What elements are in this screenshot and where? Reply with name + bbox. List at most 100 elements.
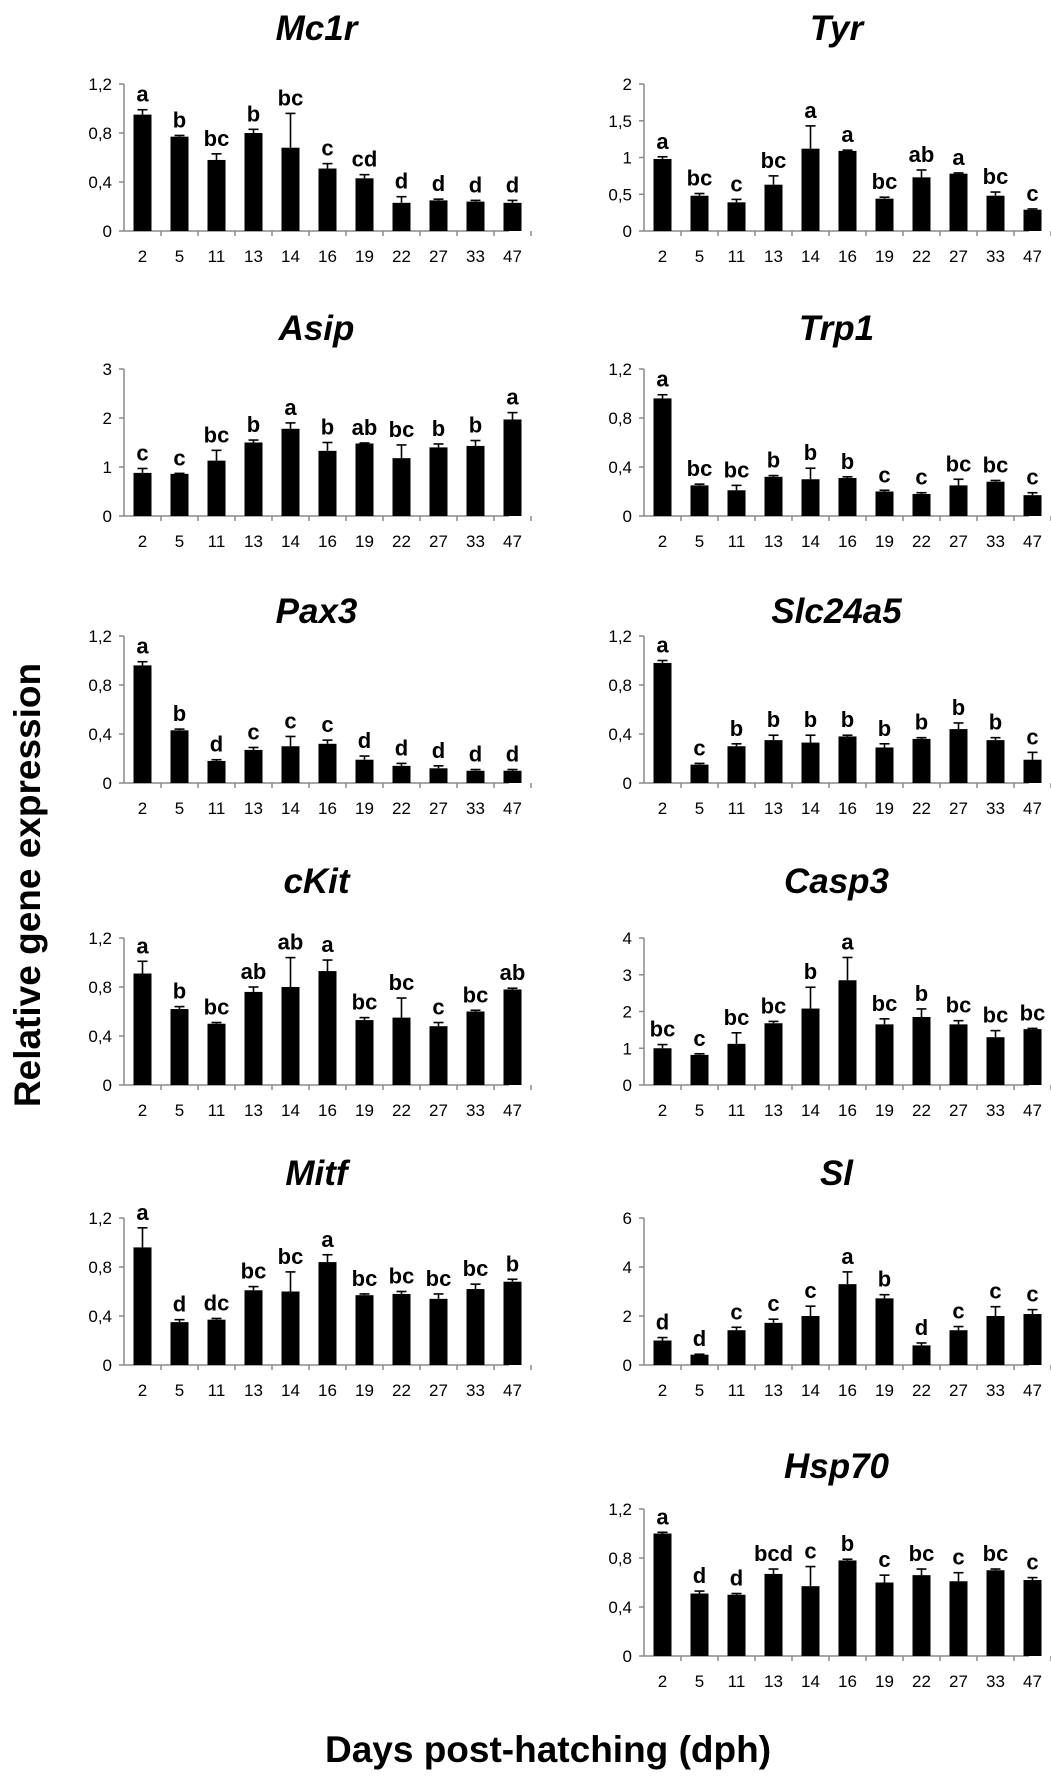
- significance-label: ab: [278, 930, 304, 955]
- x-tick-label: 11: [208, 1101, 226, 1120]
- significance-label: c: [1026, 1282, 1038, 1307]
- bar-slc24a5-13: [764, 740, 783, 783]
- x-tick-label: 47: [503, 1381, 522, 1400]
- significance-label: d: [506, 172, 519, 197]
- significance-label: a: [841, 122, 854, 147]
- x-tick-label: 13: [244, 247, 263, 266]
- x-tick-label: 5: [175, 247, 184, 266]
- y-tick-label: 0,4: [88, 1027, 112, 1046]
- x-tick-label: 47: [1023, 1101, 1042, 1120]
- significance-label: bc: [724, 457, 750, 482]
- bar-hsp70-22: [912, 1575, 931, 1656]
- significance-label: bc: [389, 1264, 415, 1289]
- significance-label: d: [693, 1563, 706, 1588]
- panel-title-casp3: Casp3: [784, 862, 890, 901]
- x-tick-label: 11: [728, 1672, 746, 1691]
- bar-sl-22: [912, 1345, 931, 1365]
- bar-mitf-2: [133, 1247, 152, 1365]
- x-tick-label: 22: [912, 1101, 931, 1120]
- x-tick-label: 14: [281, 532, 300, 551]
- bar-slc24a5-14: [801, 742, 820, 783]
- y-tick-label: 0: [623, 222, 632, 241]
- y-tick-label: 1,2: [608, 1500, 632, 1519]
- bar-trp1-5: [690, 485, 709, 516]
- x-tick-label: 14: [801, 532, 820, 551]
- x-tick-label: 11: [728, 247, 746, 266]
- significance-label: b: [878, 1267, 891, 1292]
- bar-trp1-19: [875, 491, 894, 516]
- x-tick-label: 13: [764, 1381, 783, 1400]
- bar-pax3-13: [244, 749, 263, 783]
- x-tick-label: 19: [875, 1672, 894, 1691]
- significance-label: a: [656, 633, 669, 658]
- x-tick-label: 14: [801, 799, 820, 818]
- x-tick-label: 33: [986, 1101, 1005, 1120]
- bar-pax3-33: [466, 770, 485, 783]
- y-tick-label: 0: [103, 507, 112, 526]
- bar-hsp70-16: [838, 1560, 857, 1656]
- bar-casp3-47: [1023, 1029, 1042, 1085]
- panel-mc1r: Mc1r 0 0,4 0,8 1,2 a 2 b 5 bc 11 b 13 bc 14 c 16 cd 19 d 22 d…: [88, 9, 532, 266]
- y-tick-label: 0,4: [608, 458, 632, 477]
- bar-casp3-27: [949, 1024, 968, 1085]
- panel-title-pax3: Pax3: [276, 592, 358, 631]
- x-tick-label: 11: [208, 532, 226, 551]
- significance-label: d: [506, 742, 519, 767]
- bar-ckit-33: [466, 1011, 485, 1085]
- y-tick-label: 2: [623, 1003, 632, 1022]
- panel-trp1: Trp1 0 0,4 0,8 1,2 a 2 bc 5 bc 11 b 13 b 14 b 16 c 19 c 22 bc…: [608, 309, 1051, 551]
- bar-casp3-14: [801, 1008, 820, 1085]
- significance-label: c: [432, 995, 444, 1020]
- y-tick-label: 2: [623, 1307, 632, 1326]
- bar-asip-16: [318, 450, 337, 516]
- bar-trp1-16: [838, 478, 857, 516]
- panel-title-trp1: Trp1: [799, 309, 874, 348]
- bar-mitf-22: [392, 1293, 411, 1365]
- significance-label: d: [915, 1315, 928, 1340]
- bar-ckit-14: [281, 987, 300, 1085]
- significance-label: c: [693, 1026, 705, 1051]
- x-tick-label: 13: [244, 532, 263, 551]
- significance-label: bc: [278, 85, 304, 110]
- significance-label: d: [469, 742, 482, 767]
- y-tick-label: 0: [103, 774, 112, 793]
- x-tick-label: 16: [838, 532, 857, 551]
- x-tick-label: 16: [318, 532, 337, 551]
- x-tick-label: 2: [138, 1381, 147, 1400]
- x-tick-label: 19: [875, 1381, 894, 1400]
- bar-casp3-22: [912, 1017, 931, 1085]
- significance-label: bc: [463, 1256, 489, 1281]
- bar-tyr-33: [986, 195, 1005, 231]
- significance-label: ab: [500, 960, 526, 985]
- significance-label: bc: [389, 417, 415, 442]
- significance-label: b: [952, 695, 965, 720]
- y-tick-label: 4: [623, 929, 632, 948]
- significance-label: c: [321, 712, 333, 737]
- significance-label: c: [730, 171, 742, 196]
- significance-label: d: [730, 1566, 743, 1591]
- significance-label: b: [321, 415, 334, 440]
- x-tick-label: 47: [1023, 799, 1042, 818]
- significance-label: ab: [909, 142, 935, 167]
- x-tick-label: 47: [1023, 1672, 1042, 1691]
- bar-asip-27: [429, 447, 448, 516]
- significance-label: b: [730, 716, 743, 741]
- significance-label: b: [247, 101, 260, 126]
- x-tick-label: 19: [875, 1101, 894, 1120]
- panel-title-hsp70: Hsp70: [784, 1447, 890, 1486]
- panel-title-mitf: Mitf: [285, 1154, 351, 1193]
- significance-label: bc: [463, 982, 489, 1007]
- bar-mc1r-19: [355, 178, 374, 231]
- x-tick-label: 13: [244, 1381, 263, 1400]
- x-tick-label: 22: [912, 1672, 931, 1691]
- x-tick-label: 22: [912, 247, 931, 266]
- y-tick-label: 1,2: [88, 1209, 112, 1228]
- panel-title-sl: Sl: [820, 1154, 854, 1193]
- y-tick-label: 0: [103, 1356, 112, 1375]
- bar-mc1r-27: [429, 200, 448, 231]
- bar-pax3-16: [318, 743, 337, 783]
- significance-label: c: [1026, 724, 1038, 749]
- bar-sl-5: [690, 1354, 709, 1365]
- y-tick-label: 1,2: [608, 360, 632, 379]
- significance-label: ab: [352, 415, 378, 440]
